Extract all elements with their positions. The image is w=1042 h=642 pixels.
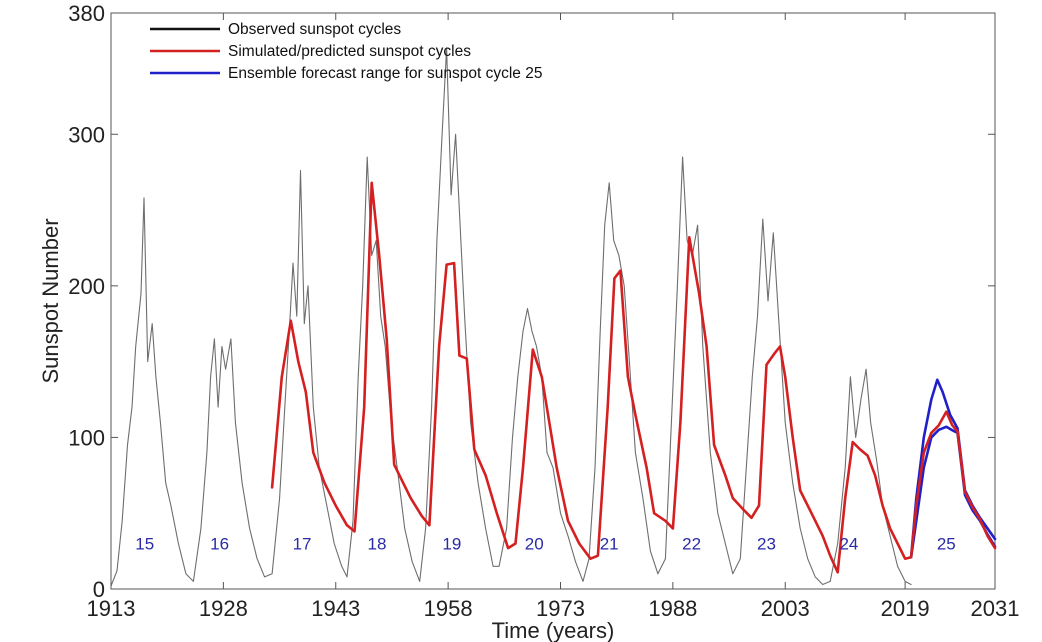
y-axis-title: Sunspot Number bbox=[38, 218, 63, 383]
cycle-labels: 15 16 17 18 19 20 21 22 23 24 25 bbox=[135, 535, 956, 554]
x-tick-label: 2003 bbox=[761, 596, 810, 621]
x-axis-title: Time (years) bbox=[492, 618, 615, 642]
cycle-label: 25 bbox=[937, 535, 956, 554]
legend-label: Ensemble forecast range for sunspot cycl… bbox=[228, 65, 542, 82]
y-tick-label: 0 bbox=[93, 577, 105, 602]
series-line-4 bbox=[909, 410, 997, 559]
x-tick-label: 1988 bbox=[648, 596, 697, 621]
x-tick-label: 1958 bbox=[424, 596, 473, 621]
cycle-label: 22 bbox=[682, 535, 701, 554]
cycle-label: 15 bbox=[135, 535, 154, 554]
y-tick-label: 100 bbox=[68, 425, 105, 450]
x-tick-label: 2019 bbox=[881, 596, 930, 621]
cycle-label: 19 bbox=[442, 535, 461, 554]
cycle-label: 16 bbox=[210, 535, 229, 554]
legend-label: Simulated/predicted sunspot cycles bbox=[228, 43, 471, 60]
x-tick-label: 2031 bbox=[971, 596, 1020, 621]
x-tick-label: 1943 bbox=[311, 596, 360, 621]
y-tick-label: 300 bbox=[68, 122, 105, 147]
x-tick-label: 1928 bbox=[199, 596, 248, 621]
legend-label: Observed sunspot cycles bbox=[228, 21, 401, 38]
ticks-layer: 1913 1928 1943 1958 1973 1988 2003 2019 20310100… bbox=[68, 1, 1019, 621]
cycle-label: 24 bbox=[839, 535, 858, 554]
x-tick-label: 1973 bbox=[536, 596, 585, 621]
series-line-0 bbox=[110, 47, 912, 587]
cycle-label: 23 bbox=[757, 535, 776, 554]
cycle-label: 18 bbox=[367, 535, 386, 554]
series-layer bbox=[110, 47, 997, 587]
cycle-label: 17 bbox=[293, 535, 312, 554]
axes-box bbox=[110, 12, 996, 590]
y-tick-label: 200 bbox=[68, 274, 105, 299]
x-tick-label: 1913 bbox=[87, 596, 136, 621]
cycle-label: 20 bbox=[525, 535, 544, 554]
legend: Observed sunspot cycles Simulated/predict… bbox=[150, 21, 542, 82]
y-tick-label: 380 bbox=[68, 1, 105, 26]
cycle-label: 21 bbox=[600, 535, 619, 554]
plot-frame bbox=[110, 12, 996, 590]
series-line-1 bbox=[270, 181, 913, 574]
